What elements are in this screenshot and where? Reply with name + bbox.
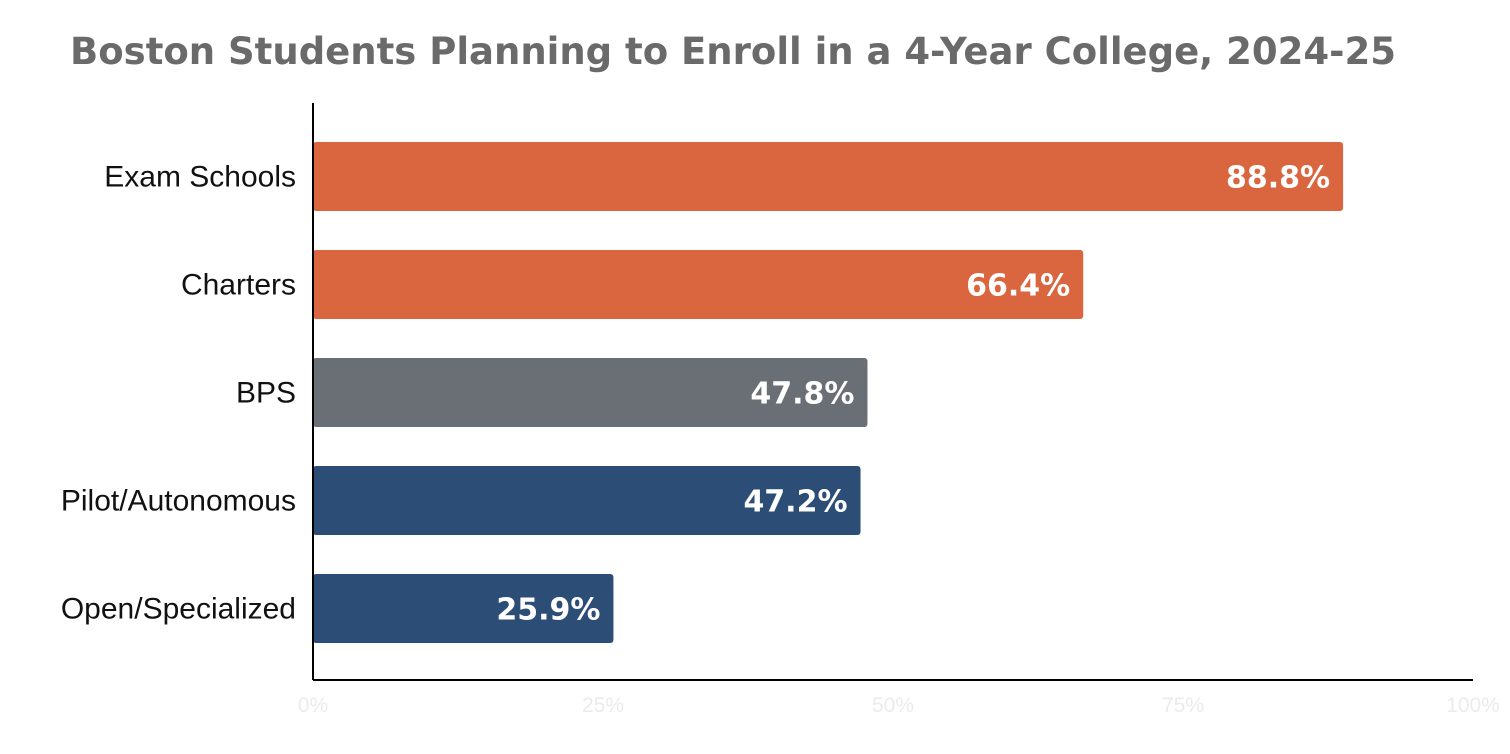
x-tick-label: 25% bbox=[582, 694, 624, 717]
value-label: 47.2% bbox=[743, 485, 847, 520]
bar bbox=[313, 142, 1344, 211]
value-label: 88.8% bbox=[1226, 161, 1330, 196]
value-label: 66.4% bbox=[966, 269, 1070, 304]
category-label: Charters bbox=[181, 269, 296, 302]
bar bbox=[313, 466, 861, 535]
value-label: 25.9% bbox=[496, 593, 600, 628]
bar bbox=[313, 574, 614, 643]
category-label: Exam Schools bbox=[104, 161, 296, 194]
category-label: Pilot/Autonomous bbox=[61, 485, 296, 518]
category-label: Open/Specialized bbox=[61, 593, 296, 626]
x-tick-label: 50% bbox=[872, 694, 914, 717]
bar bbox=[313, 250, 1084, 319]
x-tick-label: 75% bbox=[1162, 694, 1204, 717]
value-label: 47.8% bbox=[750, 377, 854, 412]
x-tick-label: 0% bbox=[298, 694, 328, 717]
bar bbox=[313, 358, 868, 427]
x-tick-label: 100% bbox=[1446, 694, 1500, 717]
chart-title: Boston Students Planning to Enroll in a … bbox=[70, 30, 1396, 73]
category-label: BPS bbox=[236, 377, 296, 410]
